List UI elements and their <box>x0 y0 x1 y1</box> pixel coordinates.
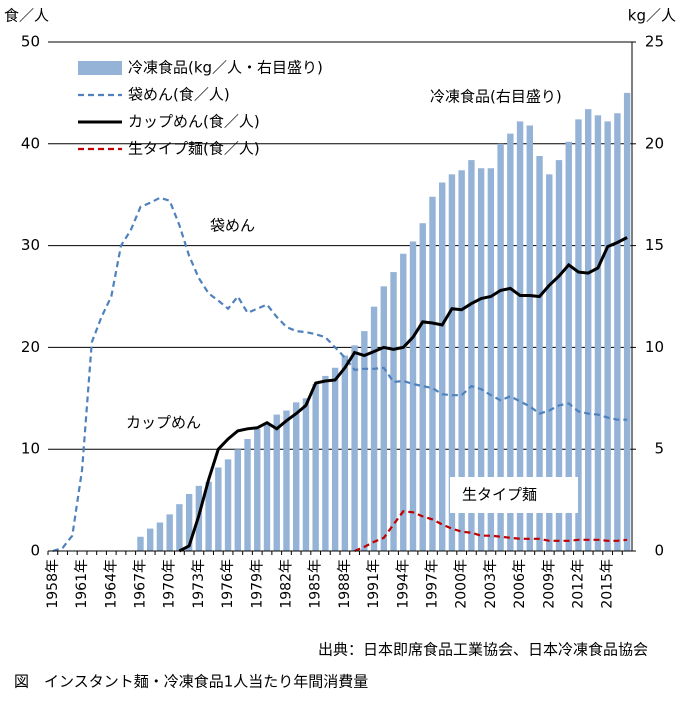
y2-tick-label: 10 <box>645 338 664 356</box>
bar <box>244 439 251 551</box>
y-unit: 食／人 <box>4 7 49 25</box>
legend-swatch <box>78 61 122 75</box>
source: 出典：日本即席食品工業協会、日本冷凍食品協会 <box>318 641 648 659</box>
legend-label: 生タイプ麺(食／人) <box>128 140 260 158</box>
bar <box>487 168 495 551</box>
bar <box>254 428 261 551</box>
bar <box>468 160 475 551</box>
x-tick-label: 1988年 <box>337 559 353 609</box>
bar <box>585 109 592 552</box>
annotation: 生タイプ麺 <box>462 486 537 504</box>
bar <box>341 355 349 551</box>
y2-tick-label: 5 <box>654 440 664 458</box>
y-tick-label: 20 <box>21 338 40 356</box>
caption: 図 インスタント麺・冷凍食品1人当たり年間消費量 <box>14 673 368 691</box>
bar <box>477 168 485 551</box>
bar <box>594 115 602 552</box>
bar <box>546 174 553 551</box>
legend-label: カップめん(食／人) <box>128 113 260 131</box>
x-tick-label: 1973年 <box>191 559 207 609</box>
legend-label: 袋めん(食／人) <box>128 86 230 104</box>
bar <box>458 170 465 551</box>
y-tick-label: 30 <box>21 236 40 254</box>
bar <box>224 459 232 551</box>
bar <box>273 414 280 551</box>
line <box>178 236 628 553</box>
bar <box>400 253 407 551</box>
bar <box>555 160 563 551</box>
bar <box>234 449 241 551</box>
bar <box>147 528 154 551</box>
y2-tick-label: 20 <box>645 134 664 152</box>
y2-tick-label: 15 <box>645 236 664 254</box>
bar <box>215 467 222 551</box>
y-tick-label: 10 <box>21 440 40 458</box>
bar <box>176 504 183 551</box>
x-tick-label: 1970年 <box>162 559 178 609</box>
bar <box>409 241 417 551</box>
bar <box>370 306 378 551</box>
bar <box>497 143 504 552</box>
bar <box>166 514 173 551</box>
line <box>52 196 628 553</box>
bar <box>429 196 436 551</box>
bar <box>439 182 446 551</box>
x-tick-label: 1964年 <box>103 559 119 609</box>
bar <box>185 493 193 551</box>
bar <box>565 141 572 552</box>
annotation: 袋めん <box>210 217 255 235</box>
x-tick-label: 1967年 <box>132 559 148 609</box>
x-tick-label: 1982年 <box>278 559 294 609</box>
bar <box>137 536 144 551</box>
bar <box>575 119 582 552</box>
legend-label: 冷凍食品(kg／人・右目盛り) <box>128 59 323 77</box>
bar <box>351 345 358 551</box>
x-tick-label: 1991年 <box>366 559 382 609</box>
bar <box>448 174 456 551</box>
y-tick-label: 50 <box>21 33 40 51</box>
x-tick-label: 1994年 <box>395 559 411 609</box>
bar <box>331 367 339 551</box>
bar <box>156 522 164 551</box>
y2-tick-label: 25 <box>645 33 664 51</box>
bar <box>361 331 368 551</box>
x-tick-label: 1997年 <box>424 559 440 609</box>
bar <box>507 133 514 551</box>
y-tick-label: 40 <box>21 134 40 152</box>
x-tick-label: 1976年 <box>220 559 236 609</box>
x-tick-label: 1985年 <box>308 559 324 609</box>
annotation: カップめん <box>126 414 201 432</box>
bar <box>293 402 300 551</box>
bar <box>536 156 543 552</box>
annotation: 冷凍食品(右目盛り) <box>430 88 562 106</box>
x-tick-label: 1958年 <box>45 559 61 609</box>
x-tick-label: 2006年 <box>512 559 528 609</box>
x-tick-label: 2009年 <box>541 559 557 609</box>
bar <box>263 422 271 551</box>
y2-unit: kg／人 <box>628 7 676 25</box>
bar <box>283 410 290 551</box>
x-tick-label: 2012年 <box>570 559 586 609</box>
bar <box>604 121 611 552</box>
bar <box>302 398 310 551</box>
bar <box>390 272 397 551</box>
bar <box>205 481 212 551</box>
bar <box>322 375 329 551</box>
y-tick-label: 0 <box>30 542 40 560</box>
x-tick-label: 1979年 <box>249 559 265 609</box>
bar <box>419 223 426 552</box>
bar <box>380 286 387 551</box>
bar <box>614 113 621 551</box>
y2-tick-label: 0 <box>654 542 664 560</box>
bar <box>312 384 319 551</box>
annotation-box <box>450 477 578 513</box>
x-tick-label: 2015年 <box>600 559 616 609</box>
x-tick-label: 2000年 <box>454 559 470 609</box>
bar <box>623 92 631 552</box>
x-tick-label: 1961年 <box>74 559 90 609</box>
bar <box>526 125 533 551</box>
x-tick-label: 2003年 <box>483 559 499 609</box>
bar <box>516 121 524 552</box>
